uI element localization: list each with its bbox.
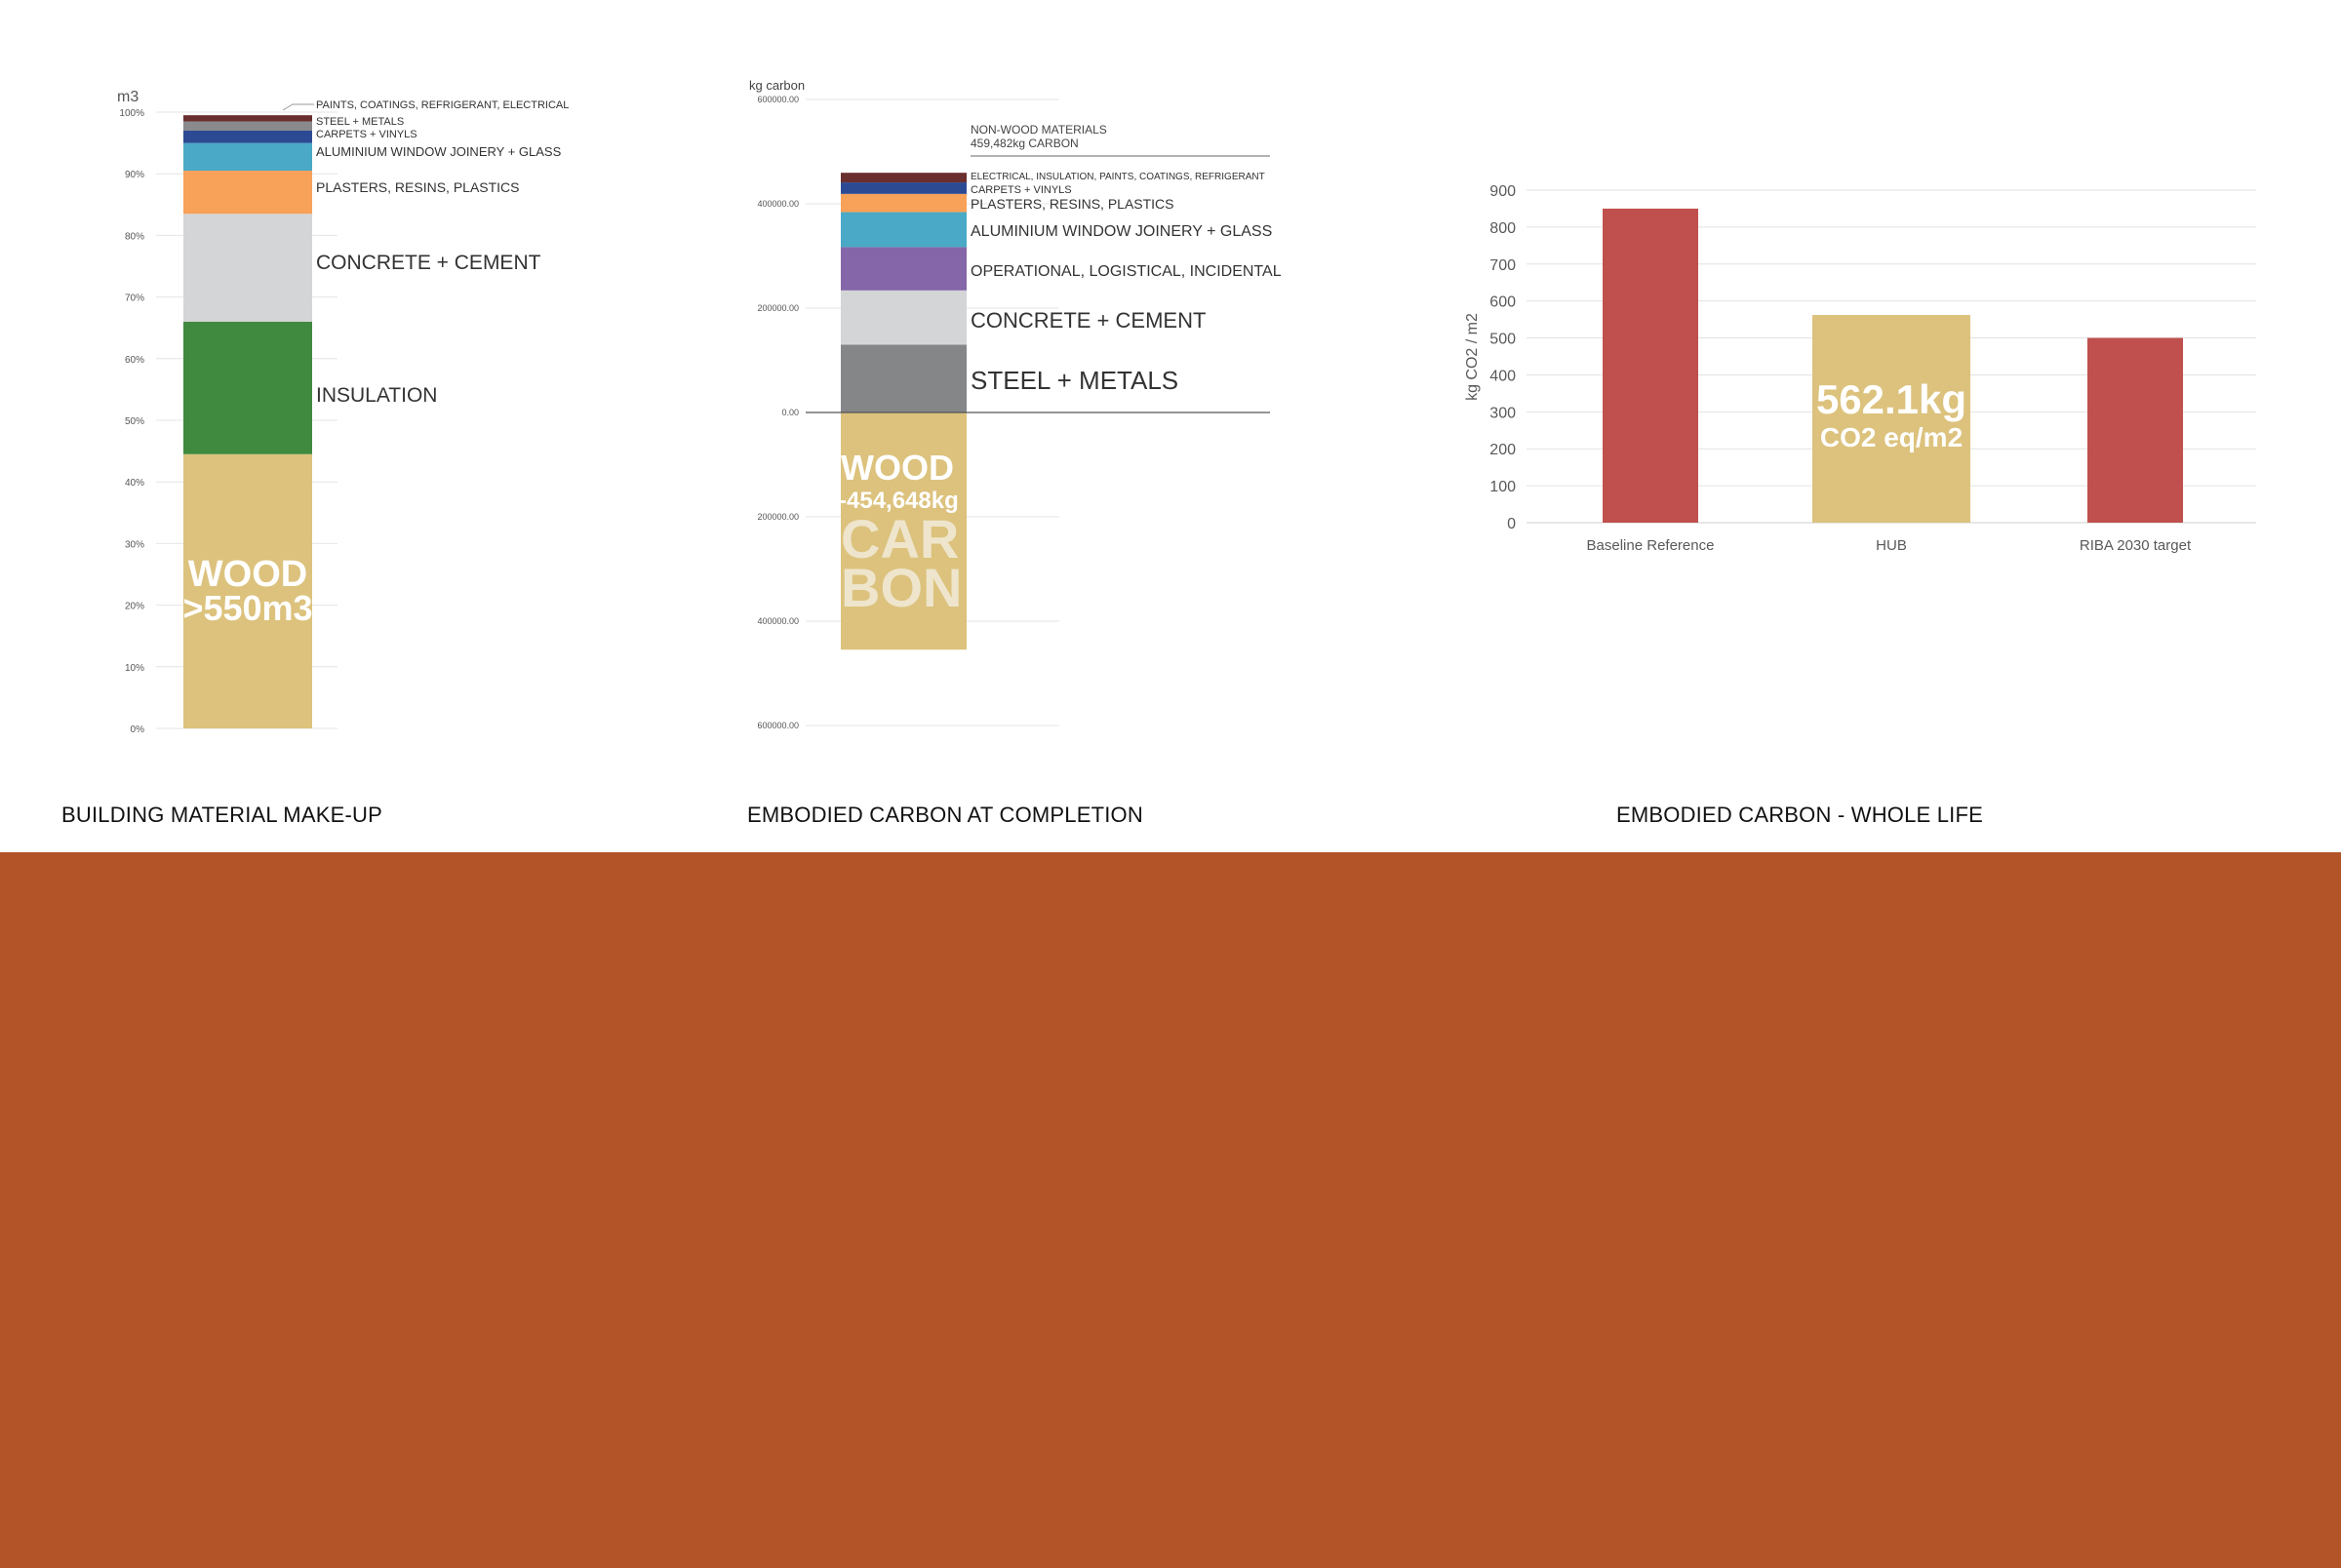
material-tick-label: 60%	[125, 355, 144, 366]
carbon-segment-operational-logistical-incidental	[841, 247, 967, 291]
material-tick-label: 100%	[119, 108, 144, 119]
wholelife-tick-label: 600	[1489, 294, 1516, 311]
wholelife-bars	[1603, 208, 2183, 523]
carbon-wood-label-4: BON	[841, 557, 962, 618]
carbon-tick-label: 400000.00	[757, 616, 799, 626]
material-tick-label: 10%	[125, 663, 144, 674]
wholelife-category-hub: HUB	[1876, 537, 1907, 554]
wholelife-chart: 0 100 200 300 400 500 600 700 800 900 kg CO2 / m2…	[1464, 183, 2256, 554]
carbon-tick-label: 600000.00	[757, 95, 799, 104]
material-unit-label: m3	[117, 89, 139, 105]
wholelife-tick-label: 900	[1489, 183, 1516, 200]
material-label-paints-coatings-refrigerant-electrical: PAINTS, COATINGS, REFRIGERANT, ELECTRICA…	[316, 99, 569, 111]
carbon-wood-label-1: WOOD	[841, 448, 954, 488]
material-label-leader	[282, 103, 314, 111]
carbon-label-carpets-vinyls: CARPETS + VINYLS	[971, 184, 1072, 196]
carbon-label-plasters-resins-plastics: PLASTERS, RESINS, PLASTICS	[971, 196, 1174, 212]
carbon-label-concrete-cement: CONCRETE + CEMENT	[971, 308, 1206, 333]
material-segment-paints-coatings-refrigerant-electrical	[183, 115, 312, 122]
carbon-segment-steel-metals	[841, 344, 967, 412]
carbon-tick-label: 200000.00	[757, 512, 799, 522]
wholelife-y-axis-label: kg CO2 / m2	[1464, 313, 1481, 401]
wholelife-tick-label: 300	[1489, 405, 1516, 421]
carbon-caption: EMBODIED CARBON AT COMPLETION	[747, 803, 1143, 827]
wholelife-tick-label: 100	[1489, 479, 1516, 495]
carbon-segment-concrete-cement	[841, 290, 967, 345]
material-tick-label: 70%	[125, 294, 144, 304]
carbon-segment-carpets-vinyls	[841, 182, 967, 194]
wholelife-caption: EMBODIED CARBON - WHOLE LIFE	[1616, 803, 1983, 827]
material-label-aluminium-window-joinery-glass: ALUMINIUM WINDOW JOINERY + GLASS	[316, 144, 562, 159]
material-segment-concrete-cement	[183, 214, 312, 322]
material-tick-label: 80%	[125, 231, 144, 242]
carbon-tick-label: 200000.00	[757, 303, 799, 313]
wholelife-hub-value: 562.1kg	[1816, 376, 1966, 422]
wholelife-hub-unit: CO2 eq/m2	[1820, 422, 1963, 452]
carbon-segment-aluminium-window-joinery-glass	[841, 212, 967, 248]
carbon-segment-electrical-insulation-paints-coatings-refrigerant	[841, 173, 967, 183]
carbon-nonwood-label-1: NON-WOOD MATERIALS	[971, 123, 1107, 137]
carbon-wood-label-2: -454,648kg	[839, 488, 959, 514]
wholelife-category-riba-2030-target: RIBA 2030 target	[2080, 537, 2192, 554]
wholelife-bar-baseline-reference	[1603, 208, 1698, 523]
material-wood-label-1: WOOD	[188, 554, 307, 595]
material-label-carpets-vinyls: CARPETS + VINYLS	[316, 129, 417, 140]
wholelife-axis-ticks: 0 100 200 300 400 500 600 700 800 900	[1489, 183, 1516, 532]
material-caption: BUILDING MATERIAL MAKE-UP	[61, 803, 382, 827]
wholelife-tick-label: 500	[1489, 332, 1516, 348]
material-tick-label: 0%	[131, 725, 145, 735]
material-stack	[183, 115, 312, 728]
material-wood-label-2: >550m3	[182, 588, 312, 628]
carbon-segment-labels: STEEL + METALS CONCRETE + CEMENT OPERATION…	[971, 172, 1282, 395]
wholelife-tick-label: 200	[1489, 442, 1516, 458]
carbon-segment-wood	[841, 412, 967, 650]
material-chart: m3 0% 10% 20% 30% 40% 50% 60% 70% 80% 90% 100% INS…	[117, 89, 569, 735]
carbon-label-aluminium-window-joinery-glass: ALUMINIUM WINDOW JOINERY + GLASS	[971, 223, 1272, 240]
material-tick-label: 40%	[125, 478, 144, 489]
wholelife-tick-label: 400	[1489, 368, 1516, 384]
wholelife-category-baseline-reference: Baseline Reference	[1587, 537, 1715, 554]
carbon-stack	[841, 173, 967, 650]
material-label-plasters-resins-plastics: PLASTERS, RESINS, PLASTICS	[316, 179, 520, 195]
footer-band	[0, 852, 2341, 1568]
charts-canvas: m3 0% 10% 20% 30% 40% 50% 60% 70% 80% 90% 100% INS…	[117, 78, 2256, 735]
material-segment-steel-metals	[183, 121, 312, 131]
wholelife-bar-riba-2030-target	[2087, 337, 2183, 523]
carbon-tick-label: 600000.00	[757, 721, 799, 730]
material-label-concrete-cement: CONCRETE + CEMENT	[316, 252, 541, 274]
wholelife-tick-label: 0	[1507, 516, 1516, 532]
material-label-steel-metals: STEEL + METALS	[316, 116, 404, 128]
wholelife-category-labels: Baseline Reference HUB RIBA 2030 target	[1587, 537, 2192, 554]
material-label-insulation: INSULATION	[316, 384, 437, 407]
material-tick-label: 50%	[125, 416, 144, 427]
carbon-segment-plasters-resins-plastics	[841, 193, 967, 213]
material-tick-label: 30%	[125, 539, 144, 550]
material-segment-carpets-vinyls	[183, 130, 312, 143]
material-segment-insulation	[183, 321, 312, 454]
carbon-unit-label: kg carbon	[749, 78, 805, 93]
wholelife-tick-label: 700	[1489, 257, 1516, 274]
carbon-chart: kg carbon 600000.00 400000.00 200000.00 0.0…	[749, 78, 1282, 730]
material-segment-aluminium-window-joinery-glass	[183, 142, 312, 172]
carbon-label-steel-metals: STEEL + METALS	[971, 366, 1178, 395]
material-segment-plasters-resins-plastics	[183, 171, 312, 215]
carbon-wood-label-3: CAR	[841, 508, 959, 569]
carbon-label-electrical-insulation-paints-coatings-refrigerant: ELECTRICAL, INSULATION, PAINTS, COATINGS…	[971, 172, 1265, 182]
wholelife-bar-hub	[1812, 315, 1970, 523]
wholelife-tick-label: 800	[1489, 220, 1516, 237]
carbon-nonwood-label-2: 459,482kg CARBON	[971, 137, 1079, 150]
carbon-label-operational-logistical-incidental: OPERATIONAL, LOGISTICAL, INCIDENTAL	[971, 263, 1282, 280]
carbon-tick-label: 0.00	[781, 408, 799, 417]
material-segment-wood	[183, 453, 312, 728]
material-tick-label: 90%	[125, 170, 144, 180]
material-segment-labels: INSULATION CONCRETE + CEMENT PLASTERS, RES…	[282, 99, 569, 407]
carbon-tick-label: 400000.00	[757, 199, 799, 209]
material-tick-label: 20%	[125, 602, 144, 612]
